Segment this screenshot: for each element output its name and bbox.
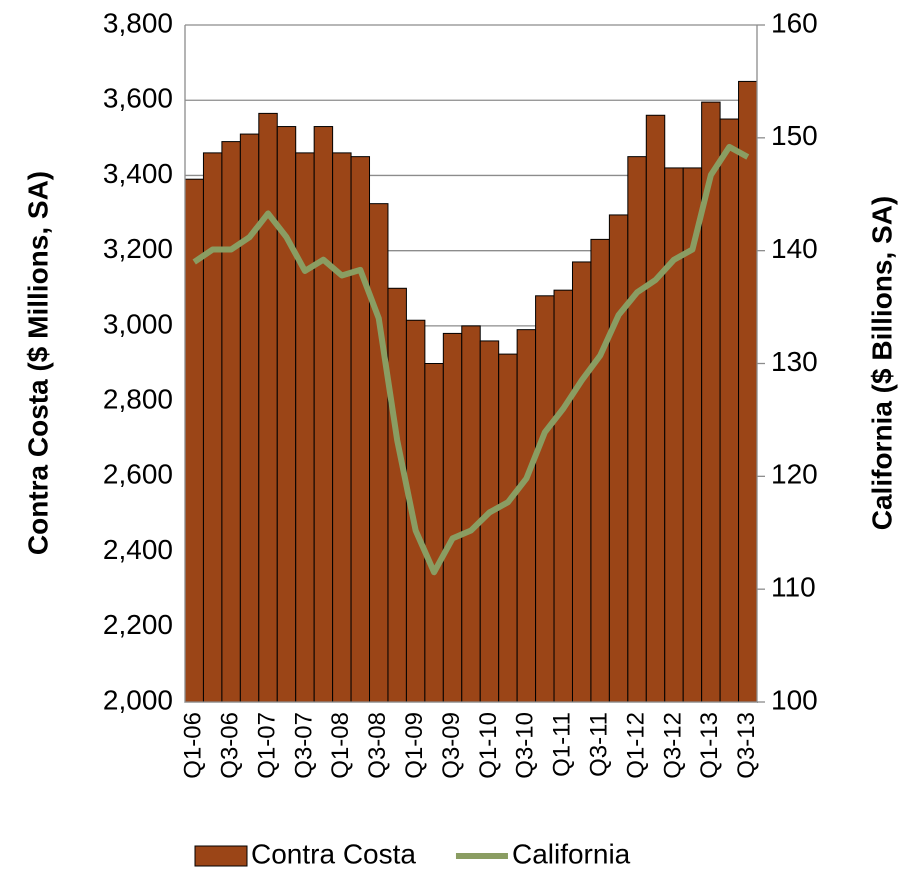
bar bbox=[664, 167, 684, 703]
bar bbox=[645, 114, 666, 703]
line-series bbox=[192, 143, 750, 576]
bar bbox=[295, 152, 315, 703]
bar bbox=[424, 363, 444, 703]
bar bbox=[387, 287, 407, 703]
y-axis-title: Contra Costa ($ Millions, SA) bbox=[22, 171, 53, 555]
y2-tick-label: 120 bbox=[771, 459, 818, 490]
x-tick-label: Q3-12 bbox=[659, 712, 686, 779]
bar bbox=[498, 353, 518, 703]
x-tick-label: Q1-12 bbox=[622, 712, 649, 779]
bar bbox=[571, 261, 592, 703]
x-tick-label: Q1-09 bbox=[401, 712, 428, 779]
x-tick-label: Q3-09 bbox=[438, 712, 465, 779]
y-tick-label: 3,600 bbox=[103, 83, 173, 114]
bar bbox=[590, 238, 610, 703]
y-tick-label: 3,200 bbox=[103, 233, 173, 264]
y2-tick-label: 100 bbox=[771, 684, 818, 715]
y-tick-label: 3,800 bbox=[103, 7, 173, 38]
x-tick-label: Q1-13 bbox=[696, 712, 723, 779]
bar bbox=[442, 332, 463, 703]
bar bbox=[239, 133, 260, 703]
y-tick-label: 2,200 bbox=[103, 609, 173, 640]
bar bbox=[332, 152, 352, 703]
y2-tick-label: 160 bbox=[771, 7, 818, 38]
x-tick-label: Q3-11 bbox=[586, 712, 613, 777]
legend-swatch bbox=[194, 845, 248, 867]
bar bbox=[516, 329, 537, 703]
bar bbox=[258, 112, 278, 703]
legend-label: California bbox=[512, 838, 631, 869]
bar bbox=[313, 126, 334, 703]
bar bbox=[461, 325, 481, 703]
x-tick-label: Q3-08 bbox=[364, 712, 391, 779]
bar bbox=[719, 118, 740, 703]
y2-tick-label: 130 bbox=[771, 346, 818, 377]
bar bbox=[221, 141, 241, 703]
x-tick-label: Q1-10 bbox=[475, 712, 502, 779]
bar bbox=[202, 152, 223, 703]
x-tick-label: Q1-08 bbox=[327, 712, 354, 779]
legend-label: Contra Costa bbox=[251, 838, 416, 869]
x-tick-label: Q3-13 bbox=[733, 712, 760, 779]
y-tick-label: 2,000 bbox=[103, 684, 173, 715]
bar bbox=[608, 214, 629, 703]
x-tick-label: Q3-07 bbox=[290, 712, 317, 779]
y2-tick-label: 110 bbox=[771, 572, 816, 603]
y2-tick-label: 140 bbox=[771, 233, 818, 264]
x-tick-label: Q1-07 bbox=[253, 712, 280, 779]
bar bbox=[627, 156, 647, 703]
x-tick-label: Q3-10 bbox=[512, 712, 539, 779]
y2-axis-title: California ($ Billions, SA) bbox=[866, 196, 897, 530]
y-tick-label: 2,800 bbox=[103, 384, 173, 415]
y-tick-label: 2,600 bbox=[103, 459, 173, 490]
y-tick-label: 3,400 bbox=[103, 158, 173, 189]
bar bbox=[350, 156, 371, 703]
bar bbox=[738, 80, 758, 703]
bar bbox=[369, 203, 389, 703]
y2-tick-label: 150 bbox=[771, 120, 818, 151]
x-tick-label: Q3-06 bbox=[216, 712, 243, 779]
bar bbox=[276, 126, 297, 703]
bar bbox=[535, 295, 555, 703]
y-tick-label: 2,400 bbox=[103, 534, 173, 565]
bar bbox=[553, 289, 573, 703]
x-tick-label: Q1-06 bbox=[180, 712, 207, 779]
x-tick-label: Q1-11 bbox=[549, 712, 576, 777]
y-tick-label: 3,000 bbox=[103, 308, 173, 339]
